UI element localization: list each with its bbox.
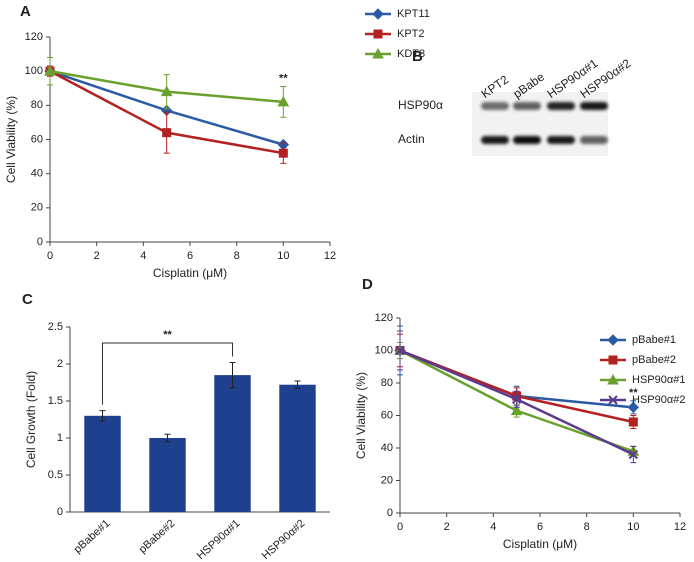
x-tick-label: 4 <box>140 250 146 262</box>
y-axis-label: Cell Viability (%) <box>354 372 368 459</box>
legend-label: KPT2 <box>397 28 425 40</box>
significance-bracket <box>102 342 233 405</box>
blot-background <box>472 92 608 156</box>
y-tick-label: 0 <box>387 507 393 519</box>
x-tick-label: 4 <box>490 521 496 533</box>
y-tick-label: 100 <box>25 65 43 77</box>
annotation: ** <box>629 387 638 399</box>
y-tick-label: 0 <box>57 506 63 518</box>
legend-label: HSP90α#1 <box>632 374 685 386</box>
band <box>547 136 575 144</box>
panel-label: C <box>22 291 33 308</box>
x-tick-label: 10 <box>627 521 639 533</box>
marker <box>628 449 639 460</box>
x-tick-label: 0 <box>47 250 53 262</box>
legend-label: KPT11 <box>397 8 430 20</box>
x-axis-label: Cisplatin (μM) <box>153 266 227 280</box>
band <box>481 102 509 110</box>
y-tick-label: 80 <box>31 99 43 111</box>
band <box>481 136 509 144</box>
x-tick-label: HSP90α#2 <box>260 517 308 562</box>
error-bar <box>229 362 236 389</box>
y-tick-label: 60 <box>31 133 43 145</box>
legend-label: pBabe#2 <box>632 354 676 366</box>
x-tick-label: 12 <box>674 521 686 533</box>
y-tick-label: 2 <box>57 358 63 370</box>
y-tick-label: 120 <box>25 31 43 43</box>
x-tick-label: 8 <box>584 521 590 533</box>
x-tick-label: pBabe#2 <box>137 517 178 555</box>
x-tick-label: pBabe#1 <box>72 517 113 555</box>
y-tick-label: 80 <box>381 377 393 389</box>
band <box>547 102 575 110</box>
y-tick-label: 1 <box>57 432 63 444</box>
marker <box>44 65 56 76</box>
panel-label: D <box>362 276 373 293</box>
marker <box>162 128 172 138</box>
marker <box>278 148 288 158</box>
legend-label: KDT3 <box>397 48 425 60</box>
legend-label: pBabe#1 <box>632 334 676 346</box>
panel-label: A <box>20 3 31 20</box>
marker <box>511 394 522 404</box>
x-tick-label: 2 <box>444 521 450 533</box>
y-tick-label: 120 <box>375 312 393 324</box>
bar <box>149 438 186 512</box>
band <box>580 136 608 144</box>
error-bar <box>164 433 171 443</box>
marker <box>607 373 619 385</box>
y-tick-label: 40 <box>381 442 393 454</box>
y-tick-label: 20 <box>31 202 43 214</box>
y-axis-label: Cell Growth (Fold) <box>24 371 38 468</box>
x-tick-label: 6 <box>187 250 193 262</box>
x-tick-label: 2 <box>94 250 100 262</box>
row-label: Actin <box>398 132 425 146</box>
x-tick-label: 10 <box>277 250 289 262</box>
y-tick-label: 100 <box>375 344 393 356</box>
marker <box>627 401 640 414</box>
marker <box>160 85 173 97</box>
x-tick-label: 6 <box>537 521 543 533</box>
x-tick-label: 12 <box>324 250 336 262</box>
marker <box>373 29 383 39</box>
marker <box>608 355 618 365</box>
marker <box>395 345 405 356</box>
error-bar <box>294 380 301 389</box>
panel-label: B <box>412 48 423 65</box>
y-tick-label: 20 <box>381 474 393 486</box>
y-tick-label: 0.5 <box>48 469 63 481</box>
band <box>580 102 608 110</box>
y-axis-label: Cell Viability (%) <box>4 96 18 183</box>
bar <box>84 415 121 512</box>
y-tick-label: 60 <box>381 409 393 421</box>
annotation: ** <box>163 329 172 341</box>
x-tick-label: HSP90α#1 <box>195 517 243 562</box>
band <box>513 136 541 144</box>
error-bar <box>99 410 106 422</box>
y-tick-label: 0 <box>37 236 43 248</box>
row-label: HSP90α <box>398 98 443 112</box>
y-tick-label: 2.5 <box>48 321 63 333</box>
marker <box>628 417 638 427</box>
x-tick-label: 0 <box>397 521 403 533</box>
marker <box>277 95 290 107</box>
marker <box>607 334 619 346</box>
y-tick-label: 1.5 <box>48 395 63 407</box>
legend-label: HSP90α#2 <box>632 394 685 406</box>
x-tick-label: 8 <box>234 250 240 262</box>
marker <box>608 395 618 405</box>
band <box>513 102 541 110</box>
bar <box>279 384 316 512</box>
marker <box>510 404 523 416</box>
x-axis-label: Cisplatin (μM) <box>503 537 577 551</box>
marker <box>372 8 384 20</box>
marker <box>372 47 384 59</box>
annotation: ** <box>279 72 288 84</box>
bar <box>214 375 251 512</box>
y-tick-label: 40 <box>31 168 43 180</box>
